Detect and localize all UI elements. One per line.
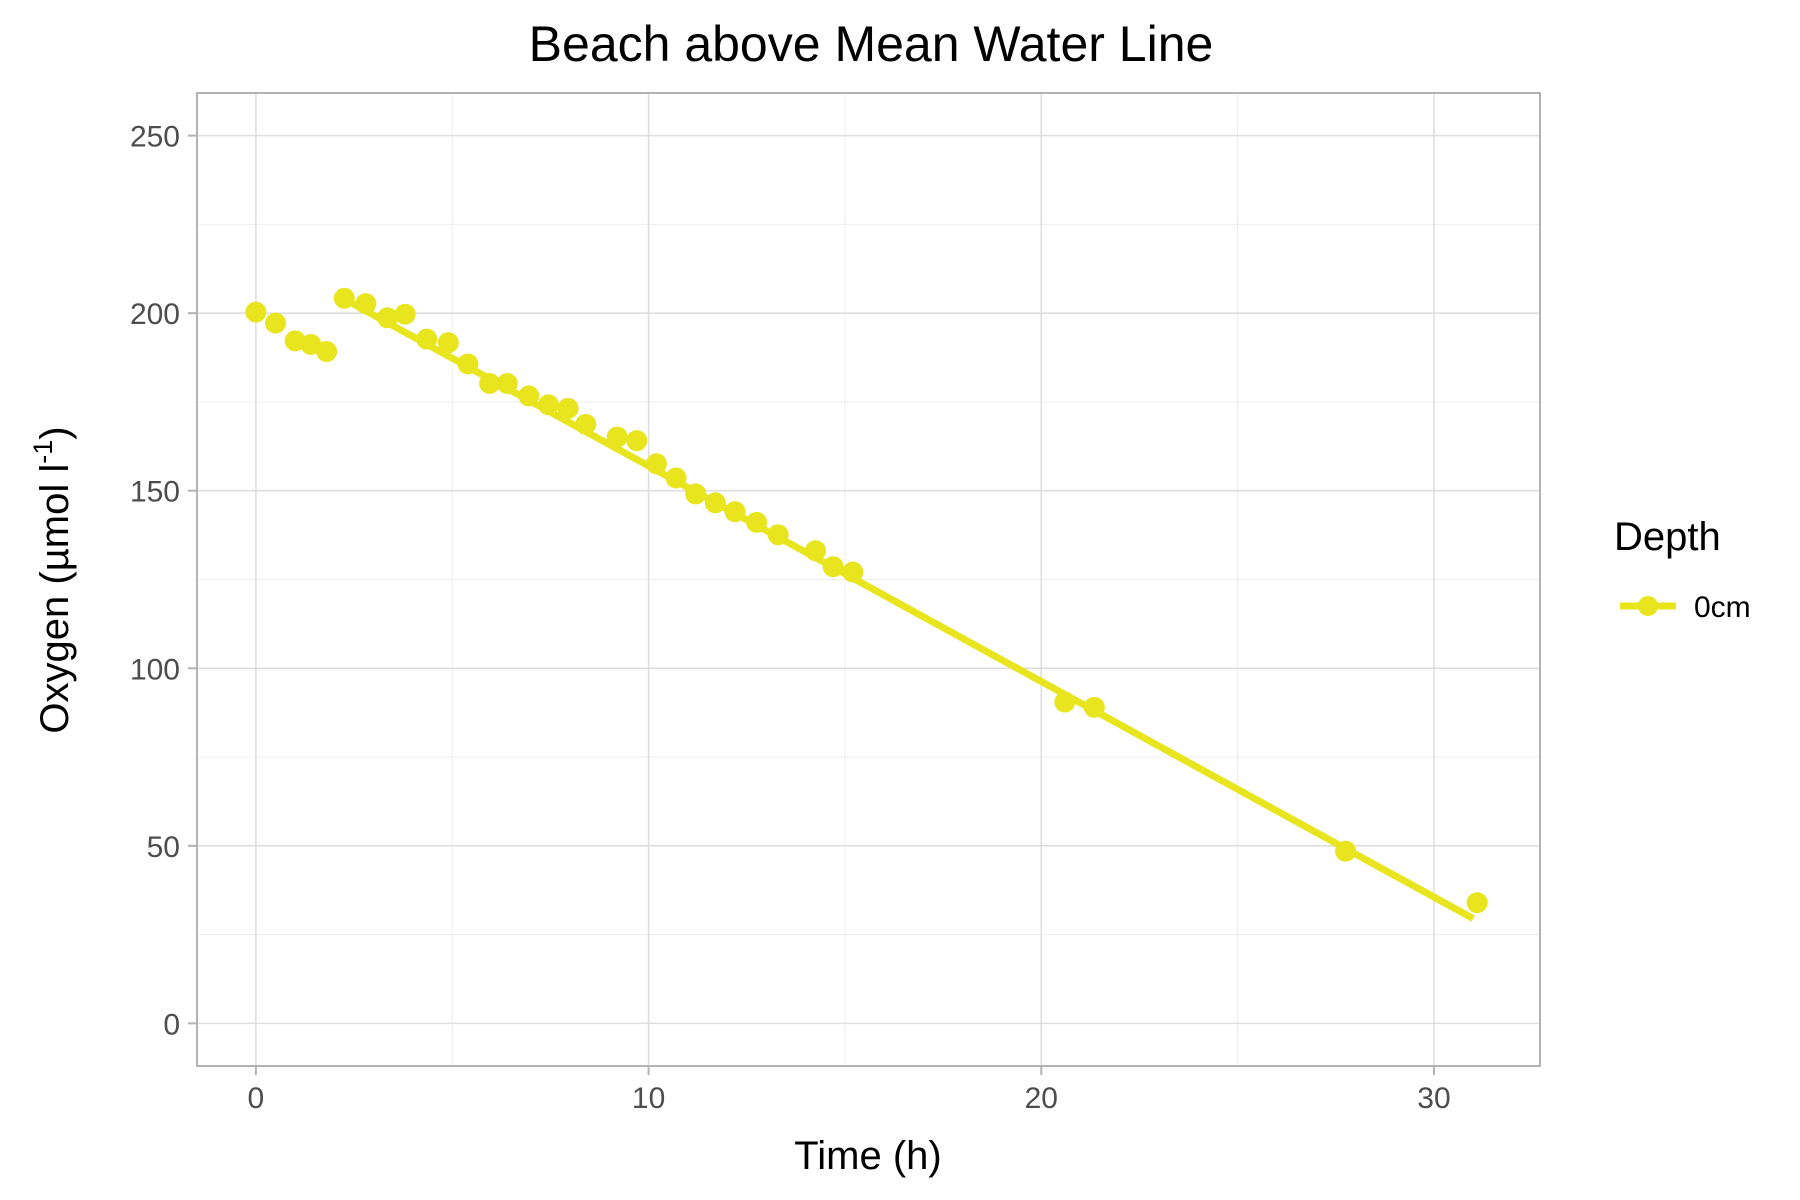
data-point-14 [518,385,540,407]
series-layer [245,287,1488,922]
data-point-32 [1335,840,1357,862]
data-point-11 [457,353,479,375]
data-point-33 [1466,892,1488,914]
data-point-6 [355,293,377,315]
data-point-20 [645,453,667,475]
panel-border [196,92,1541,1067]
data-point-8 [394,303,416,325]
y-tick-label-2: 100 [130,653,180,686]
data-point-22 [685,483,707,505]
data-point-18 [606,426,628,448]
data-point-25 [746,511,768,533]
data-point-26 [767,524,789,546]
data-point-31 [1083,696,1105,718]
y-tick-label-0: 0 [163,1008,180,1041]
data-point-2 [284,330,306,352]
legend-label: 0cm [1694,591,1751,624]
legend-key-point [1638,596,1658,616]
data-point-5 [333,287,355,309]
data-point-4 [316,341,338,363]
x-axis-title: Time (h) [794,1134,941,1178]
grid-lines [197,93,1540,1066]
data-point-21 [665,467,687,489]
data-point-10 [437,332,459,354]
y-tick-label-5: 250 [130,121,180,154]
data-point-28 [822,556,844,578]
data-point-24 [724,501,746,523]
chart-title: Beach above Mean Water Line [529,16,1214,72]
data-point-30 [1054,691,1076,713]
data-point-15 [537,394,559,416]
y-tick-label-1: 50 [147,831,180,864]
axis-ticks: 0 10 20 30 0 50 100 150 200 250 [130,121,1451,1115]
x-tick-label-1: 10 [632,1082,665,1115]
data-point-27 [804,540,826,562]
y-axis-title: Oxygen (µmol l-1) [28,426,77,733]
data-point-29 [842,561,864,583]
series-0-fit-line [342,295,1475,922]
data-point-0 [245,301,267,323]
y-tick-label-4: 200 [130,298,180,331]
data-point-3 [300,333,322,355]
legend-item-0cm: 0cm [1620,591,1751,624]
data-point-7 [376,307,398,329]
x-tick-label-2: 20 [1025,1082,1058,1115]
y-tick-label-3: 150 [130,476,180,509]
y-axis-title-main: Oxygen (µmol l [33,464,77,734]
data-point-19 [626,430,648,452]
data-point-16 [557,397,579,419]
data-point-23 [704,492,726,514]
data-point-17 [575,413,597,435]
data-point-13 [496,372,518,394]
y-axis-title-close: ) [33,426,77,439]
data-point-1 [265,312,287,334]
data-point-9 [416,328,438,350]
y-axis-title-superscript: -1 [28,440,58,464]
x-tick-label-0: 0 [248,1082,265,1115]
legend: Depth 0cm [1614,515,1751,624]
legend-title: Depth [1614,515,1721,559]
data-point-12 [479,372,501,394]
x-tick-label-3: 30 [1417,1082,1450,1115]
